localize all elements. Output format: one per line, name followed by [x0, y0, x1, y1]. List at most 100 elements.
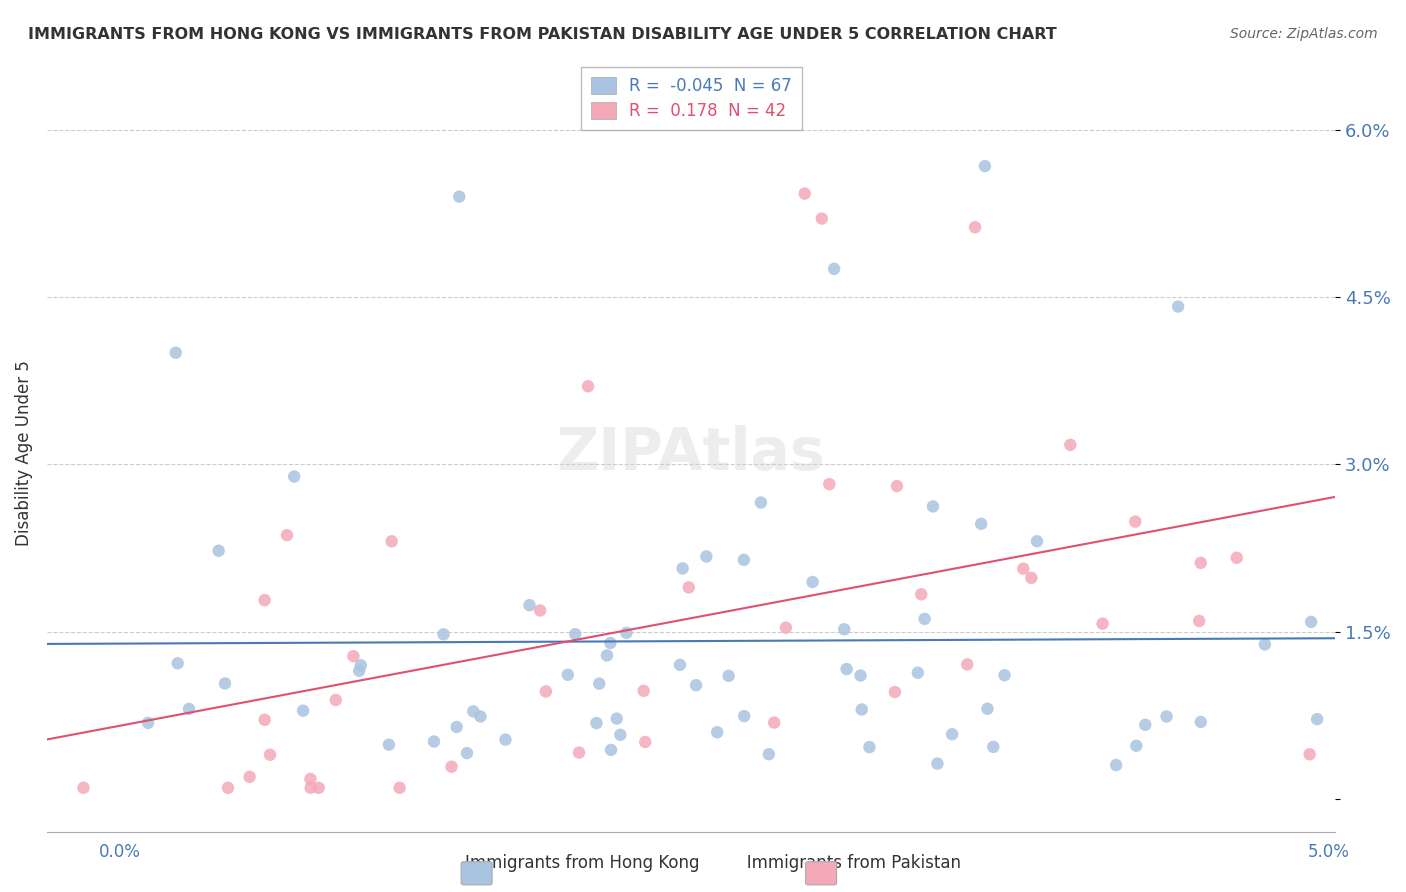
Point — [564, 627, 586, 641]
Point — [381, 534, 404, 549]
Point — [1167, 300, 1189, 314]
Text: Source: ZipAtlas.com: Source: ZipAtlas.com — [1230, 27, 1378, 41]
Text: Immigrants from Hong Kong         Immigrants from Pakistan: Immigrants from Hong Kong Immigrants fro… — [444, 855, 962, 872]
Point — [832, 622, 855, 636]
Point — [239, 770, 262, 784]
Point — [678, 581, 700, 595]
Legend: R =  -0.045  N = 67, R =  0.178  N = 42: R = -0.045 N = 67, R = 0.178 N = 42 — [581, 67, 801, 130]
Point — [1059, 438, 1081, 452]
Point — [706, 725, 728, 739]
Point — [72, 780, 94, 795]
Point — [253, 593, 276, 607]
Point — [695, 549, 717, 564]
Point — [534, 684, 557, 698]
Point — [1012, 561, 1035, 575]
Point — [976, 702, 998, 716]
Point — [217, 780, 239, 795]
Point — [177, 702, 200, 716]
Point — [596, 648, 619, 663]
Point — [849, 668, 872, 682]
Point — [276, 528, 298, 542]
Point — [259, 747, 281, 762]
Point — [1021, 571, 1043, 585]
Point — [1091, 616, 1114, 631]
Point — [793, 186, 815, 201]
Point — [993, 668, 1015, 682]
Point — [1188, 614, 1211, 628]
Point — [851, 702, 873, 716]
Point — [519, 598, 541, 612]
Point — [588, 676, 610, 690]
Point — [1189, 714, 1212, 729]
Point — [576, 379, 599, 393]
Point — [922, 500, 945, 514]
Text: ZIPAtlas: ZIPAtlas — [557, 425, 825, 482]
Point — [956, 657, 979, 672]
Point — [914, 612, 936, 626]
Point — [1026, 534, 1049, 549]
Point — [557, 667, 579, 681]
Point — [810, 211, 832, 226]
Point — [823, 261, 845, 276]
Point — [941, 727, 963, 741]
Text: IMMIGRANTS FROM HONG KONG VS IMMIGRANTS FROM PAKISTAN DISABILITY AGE UNDER 5 COR: IMMIGRANTS FROM HONG KONG VS IMMIGRANTS … — [28, 27, 1057, 42]
Point — [208, 543, 231, 558]
Point — [423, 734, 446, 748]
Point — [292, 704, 315, 718]
Point — [1105, 758, 1128, 772]
Point — [495, 732, 517, 747]
Point — [886, 479, 908, 493]
Point — [347, 664, 370, 678]
Point — [733, 709, 755, 723]
Point — [283, 469, 305, 483]
Point — [432, 627, 454, 641]
Point — [1123, 515, 1146, 529]
Point — [758, 747, 780, 762]
Point — [963, 220, 986, 235]
Point — [1226, 550, 1249, 565]
Point — [136, 715, 159, 730]
Point — [388, 780, 411, 795]
Point — [568, 746, 591, 760]
Point — [446, 720, 468, 734]
Point — [378, 738, 401, 752]
Point — [470, 709, 492, 723]
Point — [818, 477, 841, 491]
Point — [927, 756, 949, 771]
Point — [585, 716, 607, 731]
Point — [166, 657, 188, 671]
Point — [609, 728, 631, 742]
Point — [1135, 718, 1157, 732]
Point — [325, 693, 347, 707]
Point — [970, 516, 993, 531]
Point — [342, 649, 364, 664]
Point — [685, 678, 707, 692]
Point — [634, 735, 657, 749]
Point — [1156, 709, 1178, 723]
Point — [1340, 573, 1362, 587]
Point — [775, 621, 797, 635]
Point — [165, 345, 187, 359]
Point — [671, 561, 693, 575]
Point — [350, 658, 373, 673]
Point — [449, 189, 471, 203]
Point — [858, 740, 880, 755]
Point — [974, 159, 997, 173]
Point — [910, 587, 932, 601]
Point — [463, 705, 485, 719]
Point — [749, 495, 772, 509]
Point — [214, 676, 236, 690]
Point — [529, 603, 551, 617]
Point — [1301, 615, 1323, 629]
Text: 0.0%: 0.0% — [98, 843, 141, 861]
Point — [1254, 637, 1277, 651]
Point — [456, 746, 478, 760]
Point — [308, 780, 330, 795]
Point — [835, 662, 858, 676]
Text: 5.0%: 5.0% — [1308, 843, 1350, 861]
Y-axis label: Disability Age Under 5: Disability Age Under 5 — [15, 360, 32, 546]
Point — [606, 712, 628, 726]
Point — [1189, 556, 1212, 570]
Point — [616, 625, 638, 640]
Point — [733, 553, 755, 567]
